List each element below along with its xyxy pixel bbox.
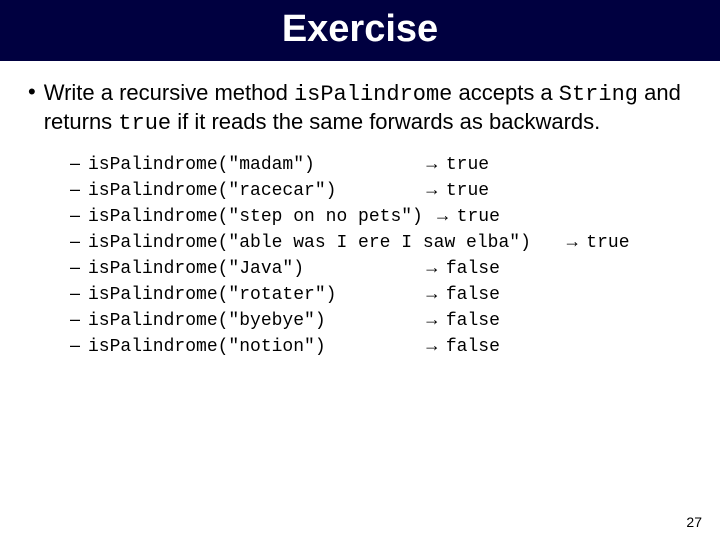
example-row: – isPalindrome("notion") → false: [70, 333, 692, 359]
arrow-icon: →: [423, 153, 446, 173]
code-frag-2: String: [559, 82, 638, 107]
text-frag-1: Write a recursive method: [44, 80, 294, 105]
dash-icon: –: [70, 333, 88, 357]
bullet-dot-icon: •: [28, 79, 36, 105]
dash-icon: –: [70, 281, 88, 305]
arrow-icon: →: [423, 257, 446, 277]
example-result: false: [446, 259, 500, 279]
page-number: 27: [686, 514, 702, 530]
example-row: – isPalindrome("able was I ere I saw elb…: [70, 229, 692, 255]
content-area: • Write a recursive method isPalindrome …: [0, 61, 720, 359]
example-call: isPalindrome("step on no pets"): [88, 207, 434, 227]
example-row: – isPalindrome("step on no pets") → true: [70, 203, 692, 229]
text-frag-2: accepts a: [452, 80, 558, 105]
example-result: false: [446, 311, 500, 331]
example-call: isPalindrome("notion"): [88, 337, 423, 357]
examples-list: – isPalindrome("madam") → true– isPalind…: [28, 151, 692, 359]
arrow-icon: →: [423, 309, 446, 329]
example-call: isPalindrome("madam"): [88, 155, 423, 175]
main-bullet-text: Write a recursive method isPalindrome ac…: [44, 79, 692, 137]
arrow-icon: →: [423, 179, 446, 199]
example-call: isPalindrome("byebye"): [88, 311, 423, 331]
dash-icon: –: [70, 177, 88, 201]
example-row: – isPalindrome("racecar") → true: [70, 177, 692, 203]
arrow-icon: →: [423, 283, 446, 303]
code-frag-1: isPalindrome: [294, 82, 452, 107]
dash-icon: –: [70, 229, 88, 253]
code-frag-3: true: [118, 111, 171, 136]
title-bar: Exercise: [0, 0, 720, 61]
example-result: false: [446, 337, 500, 357]
dash-icon: –: [70, 307, 88, 331]
arrow-icon: →: [563, 231, 586, 251]
arrow-icon: →: [423, 335, 446, 355]
example-row: – isPalindrome("madam") → true: [70, 151, 692, 177]
dash-icon: –: [70, 203, 88, 227]
example-result: true: [446, 181, 489, 201]
example-row: – isPalindrome("rotater") → false: [70, 281, 692, 307]
text-frag-4: if it reads the same forwards as backwar…: [171, 109, 600, 134]
main-bullet: • Write a recursive method isPalindrome …: [28, 79, 692, 137]
example-call: isPalindrome("able was I ere I saw elba"…: [88, 233, 563, 253]
example-result: true: [457, 207, 500, 227]
example-row: – isPalindrome("Java") → false: [70, 255, 692, 281]
example-result: true: [446, 155, 489, 175]
example-call: isPalindrome("racecar"): [88, 181, 423, 201]
example-row: – isPalindrome("byebye") → false: [70, 307, 692, 333]
example-call: isPalindrome("rotater"): [88, 285, 423, 305]
dash-icon: –: [70, 255, 88, 279]
arrow-icon: →: [434, 205, 457, 225]
example-result: true: [586, 233, 629, 253]
example-result: false: [446, 285, 500, 305]
example-call: isPalindrome("Java"): [88, 259, 423, 279]
dash-icon: –: [70, 151, 88, 175]
slide-title: Exercise: [0, 8, 720, 51]
